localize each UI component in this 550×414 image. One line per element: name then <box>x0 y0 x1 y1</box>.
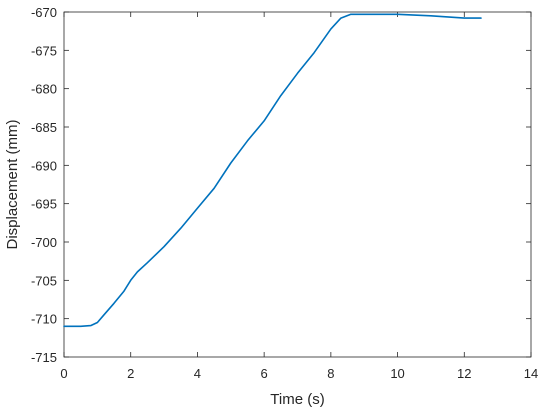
y-tick-label: -690 <box>31 158 57 173</box>
y-tick-label: -670 <box>31 5 57 20</box>
y-tick-label: -705 <box>31 273 57 288</box>
series-line <box>63 13 482 328</box>
x-tick-label: 0 <box>60 366 67 381</box>
y-axis-label: Displacement (mm) <box>4 119 21 249</box>
y-tick-label: -715 <box>31 350 57 365</box>
x-tick-label: 4 <box>194 366 201 381</box>
axes-box <box>63 11 532 358</box>
y-tick-label: -685 <box>31 120 57 135</box>
x-tick-label: 2 <box>127 366 134 381</box>
y-tick-label: -695 <box>31 197 57 212</box>
plot-marks: 0 2 4 6 8 10 12 14 -670 -675 -680 -685 -690 -695 -700 -… <box>31 5 538 381</box>
y-tick-label: -675 <box>31 43 57 58</box>
x-tick-label: 10 <box>390 366 404 381</box>
x-tick-label: 12 <box>457 366 471 381</box>
x-axis-label: Time (s) <box>270 391 324 408</box>
y-tick-label: -710 <box>31 312 57 327</box>
x-tick-label: 8 <box>327 366 334 381</box>
y-tick-label: -700 <box>31 235 57 250</box>
y-tick-label: -680 <box>31 82 57 97</box>
x-tick-label: 6 <box>261 366 268 381</box>
x-tick-label: 14 <box>524 366 538 381</box>
